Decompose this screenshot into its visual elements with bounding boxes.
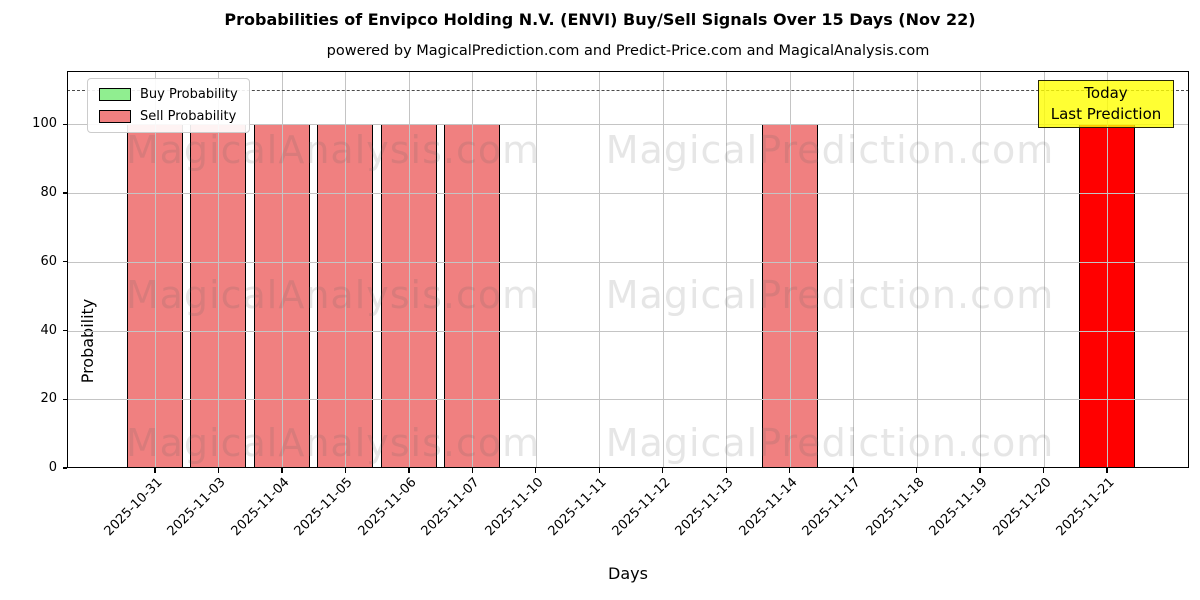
gridline-vertical (1043, 71, 1045, 468)
gridline-vertical (472, 71, 474, 468)
gridline-vertical (916, 71, 918, 468)
threshold-line (67, 89, 1189, 91)
gridline-vertical (535, 71, 537, 468)
y-tick (62, 192, 67, 194)
chart-subtitle: powered by MagicalPrediction.com and Pre… (326, 43, 930, 59)
y-axis-label: Probability (78, 298, 97, 384)
y-tick-label: 20 (40, 391, 57, 407)
y-tick (62, 329, 67, 332)
gridline-vertical (662, 71, 664, 468)
buy-swatch-icon (99, 88, 131, 101)
y-tick (62, 123, 67, 125)
legend-buy-label: Buy Probability (140, 87, 238, 102)
today-annotation: Today Last Prediction (1038, 80, 1174, 128)
watermark-text: MagicalAnalysis.com (125, 421, 541, 465)
gridline-horizontal (67, 330, 1189, 332)
legend-item-buy: Buy Probability (99, 87, 238, 102)
x-axis-label: Days (608, 564, 648, 583)
sell-swatch-icon (99, 110, 131, 123)
legend-sell-label: Sell Probability (140, 109, 237, 124)
y-tick (62, 398, 67, 400)
y-tick-label: 40 (40, 322, 57, 338)
x-tick (154, 468, 156, 473)
watermark-text: MagicalPrediction.com (605, 128, 1055, 172)
gridline-horizontal (67, 193, 1189, 195)
legend: Buy Probability Sell Probability (87, 78, 250, 133)
annotation-line-2: Last Prediction (1050, 105, 1162, 123)
plot-area: Buy Probability Sell Probability Today L… (32, 71, 1189, 539)
legend-item-sell: Sell Probability (99, 109, 238, 124)
gridline-horizontal (67, 261, 1189, 263)
x-tick (535, 468, 537, 473)
y-tick-label: 60 (40, 253, 57, 269)
watermark-text: MagicalAnalysis.com (125, 128, 541, 172)
y-tick-label: 0 (48, 460, 57, 475)
watermark-text: MagicalPrediction.com (605, 273, 1055, 317)
gridline-vertical (853, 71, 855, 468)
x-tick (979, 468, 981, 473)
y-tick-label: 100 (32, 116, 57, 132)
gridline-vertical (345, 71, 347, 468)
x-tick (1042, 468, 1045, 473)
annotation-line-1: Today (1084, 84, 1128, 102)
gridline-horizontal (67, 399, 1189, 401)
gridline-vertical (218, 71, 220, 468)
y-tick-label: 80 (40, 185, 57, 201)
gridline-horizontal (67, 124, 1189, 126)
watermark-text: MagicalAnalysis.com (125, 273, 541, 317)
gridline-vertical (281, 71, 283, 468)
y-tick (62, 261, 67, 263)
chart-title: Probabilities of Envipco Holding N.V. (E… (224, 10, 976, 29)
x-tick (598, 468, 600, 473)
x-tick (662, 468, 664, 473)
gridline-vertical (155, 71, 156, 468)
x-tick (1106, 468, 1108, 473)
gridline-vertical (408, 71, 410, 468)
gridline-vertical (726, 71, 728, 468)
x-tick (852, 468, 854, 473)
x-tick (725, 468, 727, 473)
y-tick (62, 467, 67, 469)
x-tick (344, 468, 347, 473)
x-tick (408, 468, 410, 473)
x-tick (281, 468, 283, 473)
x-tick (471, 468, 473, 473)
gridline-vertical (599, 71, 601, 468)
x-tick (915, 468, 918, 473)
x-tick (217, 468, 220, 473)
gridline-vertical (1107, 71, 1108, 468)
gridline-vertical (789, 71, 791, 468)
gridline-vertical (980, 71, 982, 468)
x-tick (789, 468, 791, 473)
watermark-text: MagicalPrediction.com (605, 421, 1055, 465)
